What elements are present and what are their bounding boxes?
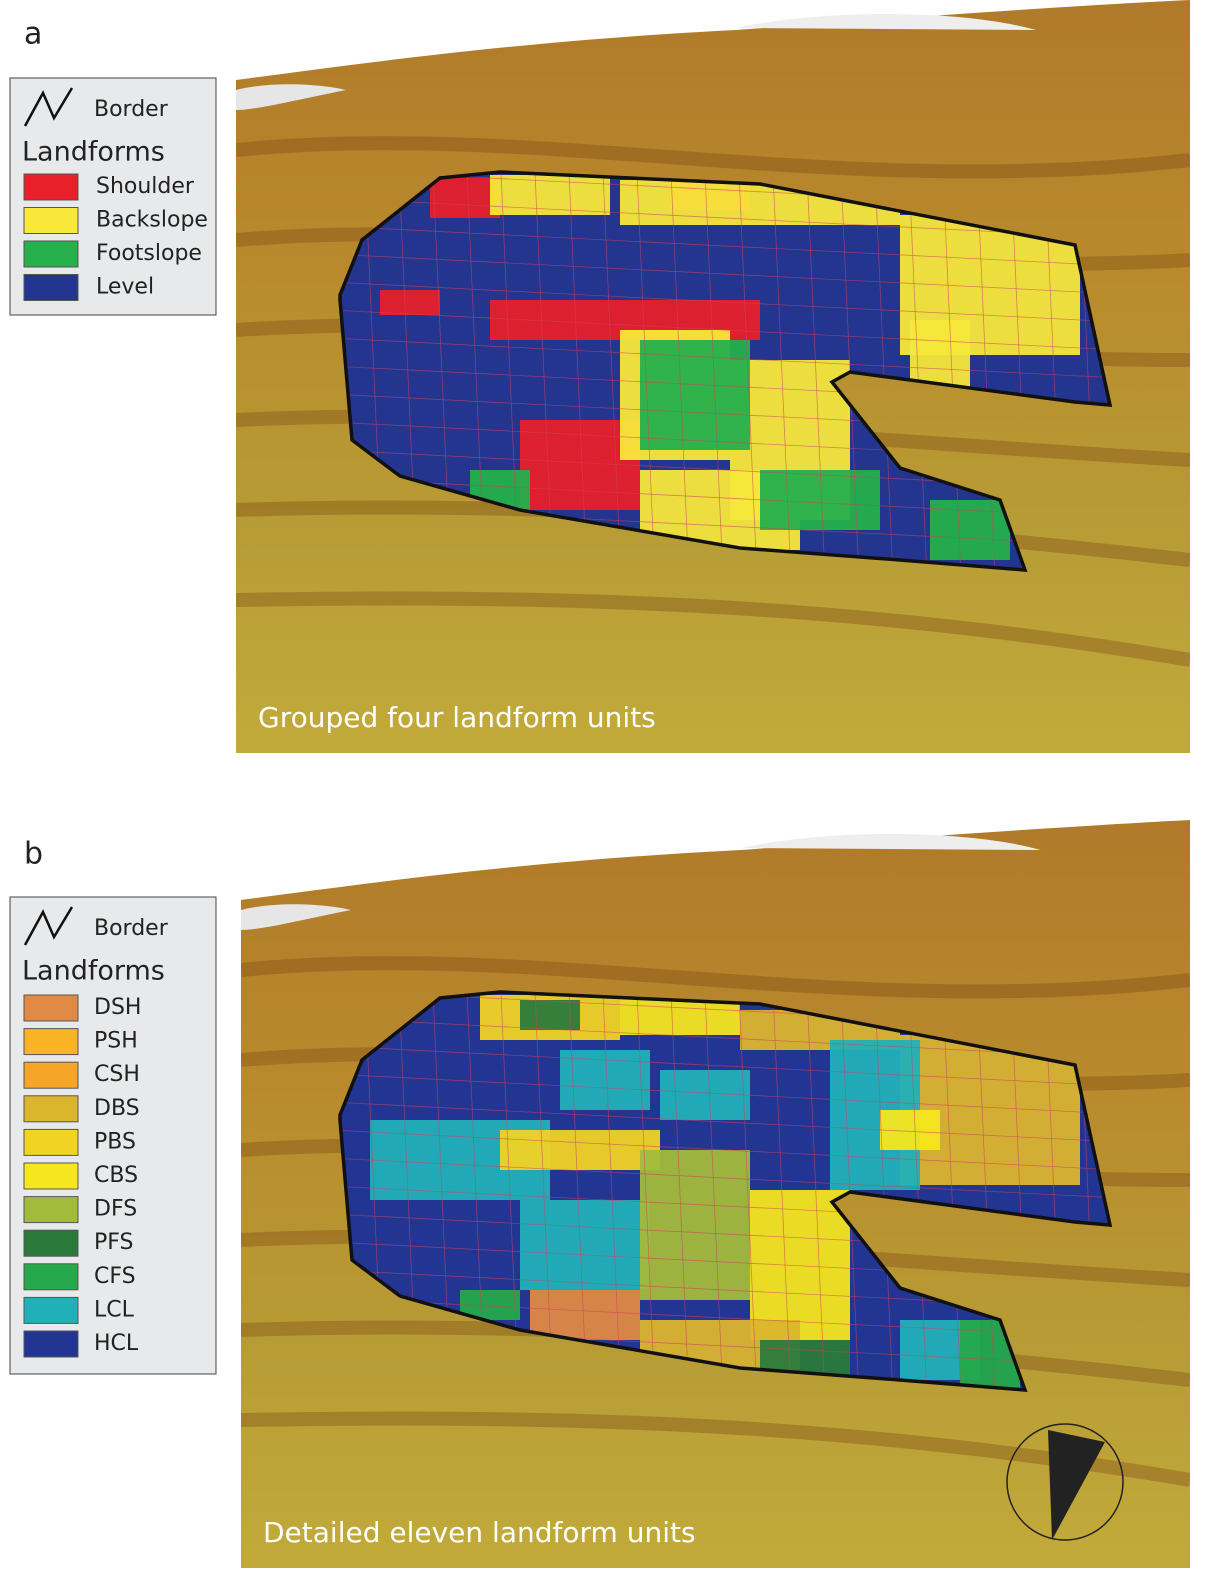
legend-label: Level [96, 275, 154, 300]
landform-patch [530, 1290, 640, 1340]
landform-patch [660, 1070, 750, 1120]
terrain-view [236, 0, 1190, 753]
legend-swatch [24, 1062, 78, 1088]
legend-label: PSH [94, 1029, 138, 1054]
landform-patch [520, 1200, 650, 1290]
legend-swatch [24, 1297, 78, 1323]
legend-label: HCL [94, 1331, 139, 1356]
terrain-view [241, 820, 1190, 1568]
legend-swatch [24, 1230, 78, 1256]
legend-swatch [24, 995, 78, 1021]
landform-patch [640, 1150, 750, 1300]
legend-border-label: Border [94, 916, 169, 941]
legend-swatch [24, 1096, 78, 1122]
caption: Grouped four landform units [258, 701, 656, 734]
panel: Detailed eleven landform units b Border Lan… [10, 820, 1190, 1568]
legend-label: Backslope [96, 208, 208, 233]
legend-label: CFS [94, 1264, 136, 1289]
landform-patch [380, 290, 440, 315]
legend-swatch [24, 208, 78, 234]
legend-swatch [24, 1163, 78, 1189]
legend-border-label: Border [94, 97, 169, 122]
landform-patch [750, 1190, 850, 1340]
landform-patch [500, 1130, 660, 1170]
legend-swatch [24, 1197, 78, 1223]
legend-label: LCL [94, 1297, 135, 1322]
legend-swatch [24, 1331, 78, 1357]
legend-swatch [24, 275, 78, 301]
legend-label: PBS [94, 1129, 136, 1154]
legend-label: PFS [94, 1230, 134, 1255]
landform-patch [520, 1000, 580, 1030]
legend-label: Footslope [96, 241, 202, 266]
legend-label: DSH [94, 995, 141, 1020]
legend-title: Landforms [22, 956, 165, 987]
panel-label: b [24, 837, 43, 872]
legend-title: Landforms [22, 137, 165, 168]
figure: Grouped four landform units a Border Landfo… [0, 0, 1214, 1596]
panel-label: a [24, 17, 42, 52]
legend-label: CBS [94, 1163, 138, 1188]
legend-swatch [24, 241, 78, 267]
landform-patch [430, 178, 500, 218]
legend-swatch [24, 1029, 78, 1055]
legend-label: Shoulder [96, 174, 195, 199]
legend-label: DBS [94, 1096, 140, 1121]
panel: Grouped four landform units a Border Landfo… [10, 0, 1190, 753]
legend-label: DFS [94, 1197, 137, 1222]
legend-label: CSH [94, 1062, 140, 1087]
landform-patch [760, 470, 880, 530]
legend-swatch [24, 174, 78, 200]
legend-swatch [24, 1129, 78, 1155]
caption: Detailed eleven landform units [263, 1516, 696, 1549]
legend-swatch [24, 1264, 78, 1290]
